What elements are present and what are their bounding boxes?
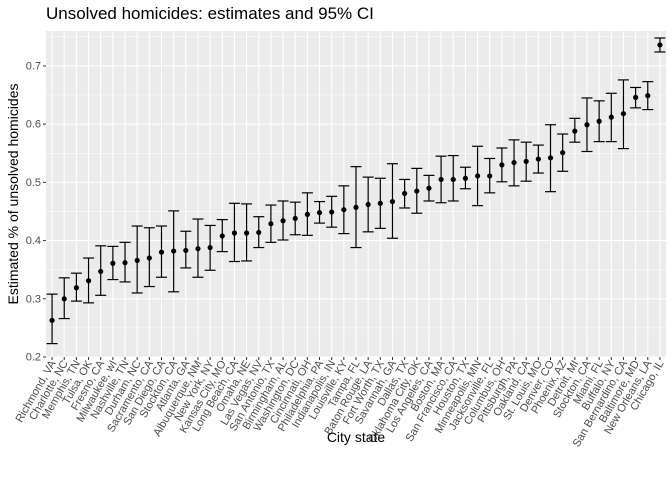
estimate-point	[256, 229, 262, 236]
estimate-point	[183, 247, 189, 254]
estimate-point	[280, 218, 286, 224]
estimate-point	[511, 159, 517, 166]
estimate-point	[49, 317, 55, 323]
estimate-point	[122, 260, 128, 266]
estimate-point	[572, 128, 578, 134]
y-tick-label: 0.3	[26, 293, 41, 305]
y-axis: 0.2 0.3 0.4 0.5 0.6 0.7	[26, 60, 46, 364]
y-axis-title: Estimated % of unsolved homicides	[5, 84, 21, 305]
estimate-point	[499, 162, 505, 168]
estimate-point	[146, 255, 152, 261]
estimate-point	[620, 111, 627, 117]
y-tick-label: 0.4	[26, 235, 41, 247]
estimate-point	[402, 190, 408, 197]
estimate-point	[292, 215, 298, 222]
estimate-point	[341, 207, 347, 213]
estimate-point	[487, 173, 493, 179]
x-axis-title: City state	[327, 429, 386, 445]
estimate-point	[219, 233, 225, 239]
y-tick-label: 0.7	[26, 60, 41, 72]
estimate-point	[414, 188, 420, 194]
estimate-point	[438, 176, 444, 183]
estimate-point	[304, 211, 310, 217]
estimate-point	[207, 244, 213, 251]
estimate-point	[547, 155, 554, 161]
estimate-point	[110, 260, 116, 266]
estimate-point	[98, 268, 104, 275]
estimate-point	[171, 248, 177, 254]
estimate-point	[377, 200, 383, 206]
estimate-point	[462, 175, 469, 181]
estimate-point	[268, 221, 274, 227]
estimate-point	[73, 285, 79, 291]
estimate-point	[195, 246, 201, 252]
estimate-point	[426, 185, 432, 191]
estimate-point	[560, 150, 566, 156]
estimate-point	[596, 118, 602, 124]
estimate-point	[329, 209, 335, 215]
estimate-point	[633, 94, 639, 100]
estimate-point	[316, 210, 323, 216]
estimate-point	[608, 114, 614, 120]
estimate-point	[389, 198, 396, 205]
y-tick-label: 0.5	[26, 177, 41, 189]
estimate-point	[243, 230, 250, 236]
estimate-point	[535, 156, 541, 162]
estimate-points	[49, 42, 663, 323]
estimate-point	[353, 204, 359, 210]
estimate-point	[645, 93, 651, 99]
estimate-point	[365, 201, 371, 208]
estimate-point	[231, 230, 238, 236]
y-tick-label: 0.2	[26, 352, 41, 364]
estimate-point	[584, 122, 590, 128]
y-tick-label: 0.6	[26, 119, 41, 131]
estimate-point	[657, 42, 663, 48]
estimate-point	[158, 249, 165, 255]
estimate-point	[523, 158, 529, 164]
estimate-point	[474, 173, 481, 179]
estimate-point	[85, 278, 92, 284]
chart-title: Unsolved homicides: estimates and 95% CI	[46, 4, 374, 23]
estimate-point	[61, 296, 67, 302]
estimate-point	[450, 176, 456, 183]
estimate-point	[134, 257, 140, 263]
